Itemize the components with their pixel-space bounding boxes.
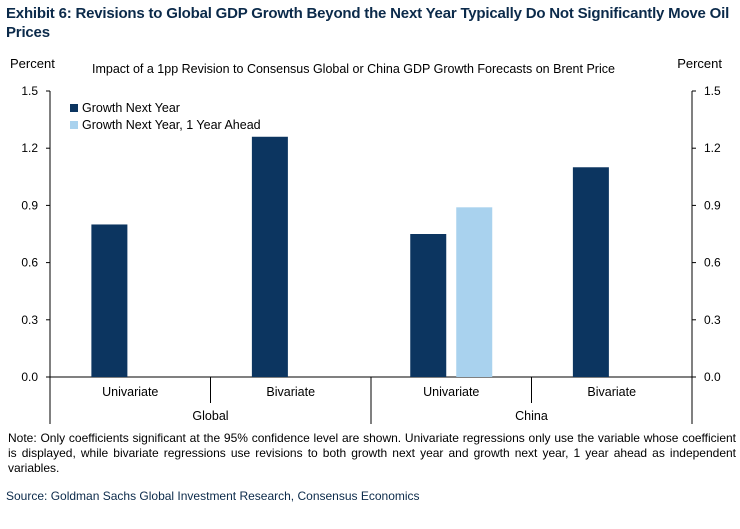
- category-label: Bivariate: [266, 385, 315, 399]
- y-tick-label-right: 0.6: [704, 256, 721, 270]
- y-tick-label-left: 1.5: [21, 84, 38, 98]
- bar-growth-next-year: [251, 136, 288, 377]
- legend-entry: Growth Next Year, 1 Year Ahead: [82, 118, 261, 132]
- y-tick-label-left: 0.3: [21, 313, 38, 327]
- y-tick-label-right: 1.5: [704, 84, 721, 98]
- chart-title: Exhibit 6: Revisions to Global GDP Growt…: [6, 5, 730, 41]
- y-axis-label-right: Percent: [677, 56, 722, 71]
- chart-source: Source: Goldman Sachs Global Investment …: [6, 489, 420, 503]
- y-tick-label-left: 0.6: [21, 256, 38, 270]
- y-tick-label-right: 0.3: [704, 313, 721, 327]
- legend-swatch: [70, 104, 78, 112]
- category-label: Univariate: [102, 385, 158, 399]
- group-label: Global: [192, 409, 228, 423]
- y-tick-label-left: 1.2: [21, 141, 38, 155]
- group-label: China: [515, 409, 548, 423]
- chart-subtitle: Impact of a 1pp Revision to Consensus Gl…: [92, 62, 615, 76]
- legend-swatch: [70, 121, 78, 129]
- y-tick-label-right: 0.9: [704, 198, 721, 212]
- category-label: Univariate: [423, 385, 479, 399]
- chart-note: Note: Only coefficients significant at t…: [8, 431, 736, 475]
- bar-growth-next-year-1y-ahead: [456, 207, 493, 377]
- bar-growth-next-year: [410, 234, 447, 377]
- y-tick-label-left: 0.9: [21, 198, 38, 212]
- y-tick-label-left: 0.0: [21, 370, 38, 384]
- bar-growth-next-year: [572, 167, 609, 377]
- y-axis-label-left: Percent: [10, 56, 55, 71]
- category-label: Bivariate: [587, 385, 636, 399]
- legend-entry: Growth Next Year: [82, 101, 180, 115]
- y-tick-label-right: 1.2: [704, 141, 721, 155]
- y-tick-label-right: 0.0: [704, 370, 721, 384]
- bar-growth-next-year: [91, 224, 128, 377]
